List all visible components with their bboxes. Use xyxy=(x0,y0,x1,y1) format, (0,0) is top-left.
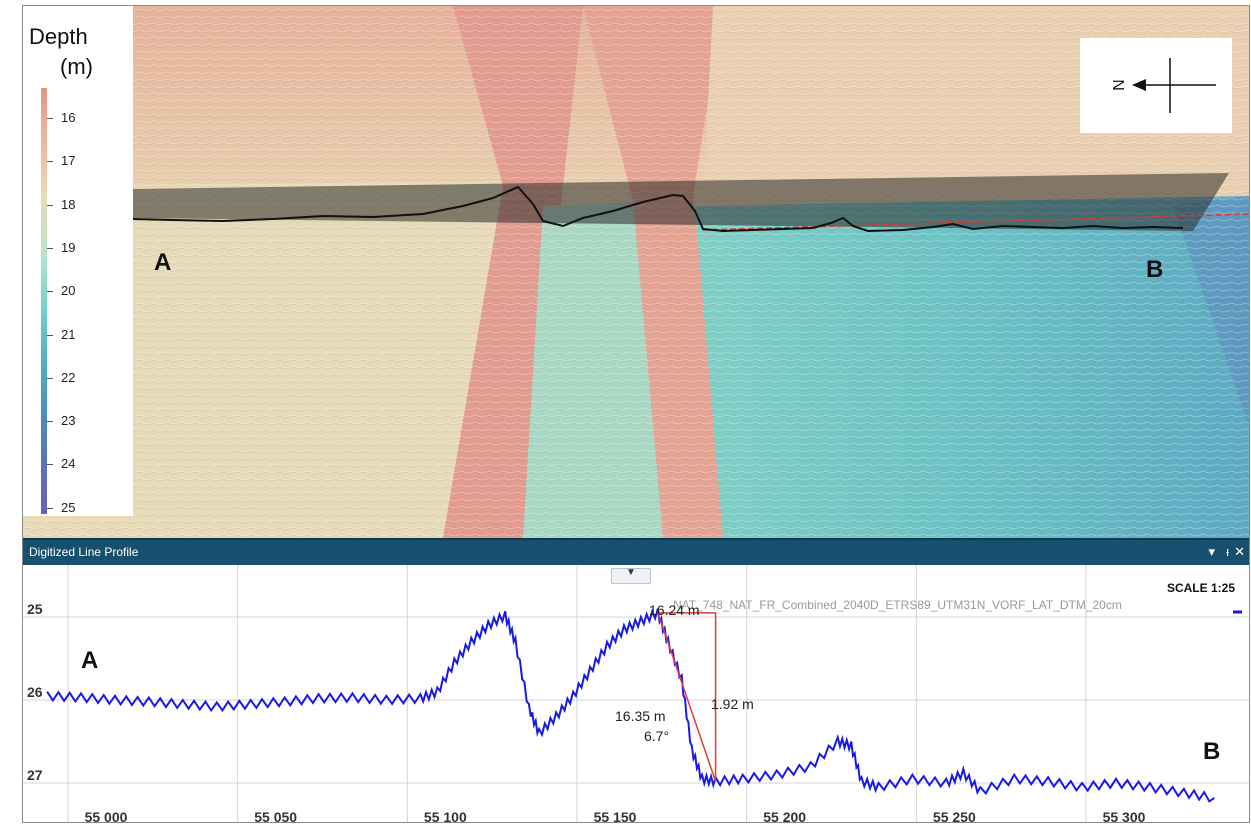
legend-unit: (m) xyxy=(60,54,93,79)
profile-point-b: B xyxy=(1203,738,1221,765)
terrain-render xyxy=(23,6,1249,538)
legend-tick xyxy=(47,204,53,206)
legend-tick xyxy=(47,118,53,119)
north-label: N xyxy=(1108,79,1126,91)
screenshot-frame: Depth (m) 16 17 18 19 20 21 22 23 24 25 N A B Dig… xyxy=(22,5,1250,823)
x-tick-label: 55 300 xyxy=(1103,809,1146,823)
profile-panel-header: Digitized Line Profile ▾ ᵻ ✕ xyxy=(23,538,1249,565)
profile-dropdown-button[interactable]: ▼ xyxy=(611,567,651,584)
profile-plot: 55 000 55 050 55 100 55 150 55 200 55 250 55 3… xyxy=(23,565,1249,823)
legend-label: 21 xyxy=(61,326,76,342)
x-tick-label: 55 050 xyxy=(254,809,297,823)
legend-label: 22 xyxy=(61,369,76,385)
bathymetry-3d-view[interactable]: Depth (m) 16 17 18 19 20 21 22 23 24 25 N A B xyxy=(23,6,1249,538)
legend-label: 20 xyxy=(61,283,76,299)
legend-tick xyxy=(47,464,53,466)
north-arrow: N xyxy=(1080,38,1232,133)
panel-title: Digitized Line Profile xyxy=(29,545,139,559)
measure-legs xyxy=(657,612,717,782)
x-tick-label: 55 100 xyxy=(424,809,467,823)
legend-title: Depth xyxy=(29,24,88,49)
measure-hypotenuse-line xyxy=(657,612,717,782)
y-tick-label: 25 xyxy=(27,601,43,617)
panel-menu-icon[interactable]: ▾ xyxy=(1208,544,1215,559)
measure-vertical: 1.92 m xyxy=(711,696,754,712)
legend-label: 17 xyxy=(61,153,76,169)
measure-hypotenuse: 16.35 m xyxy=(615,708,666,724)
profile-series-line xyxy=(46,608,1215,803)
legend-tick xyxy=(47,291,53,293)
legend-label: 23 xyxy=(61,413,76,429)
depth-legend: Depth (m) 16 17 18 19 20 21 22 23 24 25 xyxy=(23,6,133,516)
arrow-icon xyxy=(1132,79,1146,91)
x-tick-label: 55 200 xyxy=(763,809,806,823)
profile-chart[interactable]: 55 000 55 050 55 100 55 150 55 200 55 250 55 3… xyxy=(23,565,1249,823)
legend-tick xyxy=(47,161,53,163)
legend-tick xyxy=(47,507,53,509)
dataset-legend-label: NAT_748_NAT_FR_Combined_2040D_ETRS89_UTM… xyxy=(673,598,1122,612)
chevron-down-icon: ▼ xyxy=(626,567,636,578)
scale-label: SCALE 1:25 xyxy=(1166,581,1235,595)
profile-point-a: A xyxy=(81,647,99,674)
legend-label: 19 xyxy=(61,239,76,255)
legend-tick xyxy=(47,334,53,336)
x-tick-label: 55 250 xyxy=(933,809,976,823)
legend-label: 25 xyxy=(61,499,76,515)
legend-tick xyxy=(47,421,53,423)
point-b-label: B xyxy=(1146,256,1164,283)
depth-color-ramp xyxy=(41,88,47,514)
x-tick-label: 55 000 xyxy=(85,809,128,823)
x-tick-label: 55 150 xyxy=(594,809,637,823)
legend-tick xyxy=(47,247,53,249)
legend-label: 16 xyxy=(61,110,76,125)
legend-label: 18 xyxy=(61,196,76,212)
measure-angle: 6.7° xyxy=(644,728,670,744)
close-icon[interactable]: ✕ xyxy=(1234,544,1245,559)
measure-horizontal: 16.24 m xyxy=(649,602,700,618)
y-tick-label: 27 xyxy=(27,767,43,783)
legend-label: 24 xyxy=(61,456,76,472)
point-a-label: A xyxy=(154,249,172,276)
y-tick-label: 26 xyxy=(27,684,43,700)
pin-icon[interactable]: ᵻ xyxy=(1226,544,1229,559)
legend-tick xyxy=(47,377,53,379)
